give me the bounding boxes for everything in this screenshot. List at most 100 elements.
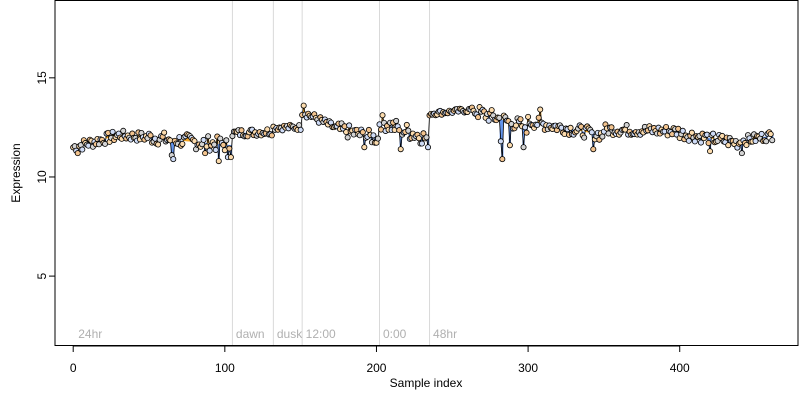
data-point — [710, 130, 717, 137]
data-point — [344, 134, 351, 141]
data-point — [74, 150, 81, 157]
data-point — [227, 154, 234, 161]
data-point — [688, 129, 695, 136]
data-point — [590, 146, 597, 153]
data-point — [506, 142, 513, 149]
data-point — [397, 146, 404, 153]
data-point — [523, 129, 530, 136]
x-axis: 0 100 200 300 400 — [70, 345, 690, 375]
data-point — [300, 102, 307, 109]
data-point — [205, 133, 212, 140]
data-point — [393, 117, 400, 124]
data-point — [534, 121, 541, 128]
y-axis-title: Expression — [9, 143, 23, 202]
data-point — [418, 140, 425, 147]
y-tick-label: 5 — [35, 272, 49, 279]
data-point — [346, 122, 353, 129]
data-point — [359, 129, 366, 136]
region-dividers — [231, 0, 431, 346]
data-point — [361, 144, 368, 151]
data-point — [423, 134, 430, 141]
data-point — [226, 145, 233, 152]
data-point — [425, 144, 432, 151]
data-point — [297, 126, 304, 133]
data-point — [522, 124, 529, 131]
data-point — [211, 141, 218, 148]
data-point — [758, 130, 765, 137]
region-label: 12:00 — [306, 327, 336, 341]
data-point — [365, 126, 372, 133]
data-point — [520, 144, 527, 151]
plot-frame — [54, 0, 799, 346]
region-label: 0:00 — [383, 327, 407, 341]
data-point — [725, 142, 732, 149]
x-tick-label: 300 — [518, 361, 538, 375]
data-point — [268, 132, 275, 139]
data-point — [697, 139, 704, 146]
x-tick-label: 0 — [70, 361, 77, 375]
data-point — [396, 127, 403, 134]
data-point — [403, 121, 410, 128]
data-points — [70, 102, 776, 165]
y-tick-label: 10 — [35, 170, 49, 184]
data-point — [679, 127, 686, 134]
data-point — [499, 156, 506, 163]
region-label: 48hr — [433, 327, 457, 341]
data-point — [179, 140, 186, 147]
data-point — [738, 150, 745, 157]
data-point — [370, 132, 377, 139]
region-label: dusk — [277, 327, 303, 341]
data-point — [264, 126, 271, 133]
data-point — [743, 142, 750, 149]
region-label: dawn — [236, 327, 265, 341]
data-point — [691, 138, 698, 145]
data-point — [206, 147, 213, 154]
data-point — [497, 138, 504, 145]
data-point — [120, 127, 127, 134]
data-point — [707, 148, 714, 155]
data-point — [200, 136, 207, 143]
data-point — [517, 116, 524, 123]
data-point — [581, 134, 588, 141]
data-point — [588, 129, 595, 136]
y-axis: 5 10 15 — [35, 71, 56, 279]
data-point — [79, 146, 86, 153]
data-point — [155, 141, 162, 148]
data-point — [608, 124, 615, 131]
data-point — [599, 133, 606, 140]
data-point — [488, 107, 495, 114]
data-point — [212, 146, 219, 153]
data-point — [374, 135, 381, 142]
data-point — [161, 129, 168, 136]
data-point — [238, 127, 245, 134]
data-point — [623, 122, 630, 129]
data-point — [170, 156, 177, 163]
data-point — [512, 122, 519, 129]
region-labels: 24hr dawn dusk 12:00 0:00 48hr — [78, 327, 457, 341]
data-point — [405, 127, 412, 134]
data-point — [215, 158, 222, 165]
data-point — [109, 128, 116, 135]
region-label: 24hr — [78, 327, 102, 341]
data-point — [705, 140, 712, 147]
data-point — [379, 112, 386, 119]
data-point — [537, 106, 544, 113]
data-point — [223, 137, 230, 144]
data-point — [567, 124, 574, 131]
data-point — [202, 150, 209, 157]
data-point — [767, 131, 774, 138]
data-point — [535, 114, 542, 121]
data-point — [475, 114, 482, 121]
data-point — [220, 141, 227, 148]
data-point — [769, 137, 776, 144]
x-tick-label: 100 — [215, 361, 235, 375]
data-point — [147, 132, 154, 139]
y-tick-label: 15 — [35, 71, 49, 85]
data-point — [415, 135, 422, 142]
x-tick-label: 400 — [670, 361, 690, 375]
data-point — [663, 123, 670, 130]
data-point — [763, 138, 770, 145]
data-point — [485, 117, 492, 124]
x-axis-title: Sample index — [390, 376, 463, 390]
